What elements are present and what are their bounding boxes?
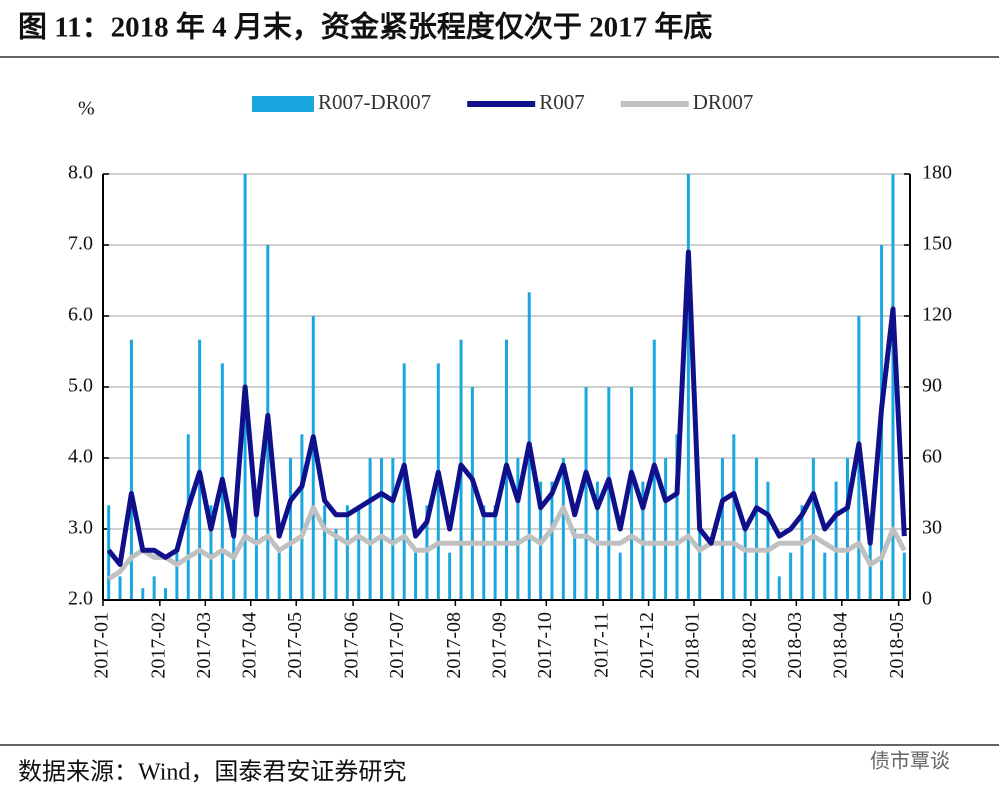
bar [755,458,759,600]
x-tick-label: 2017-06 [341,612,363,679]
x-tick-label: 2017-04 [238,612,260,679]
bar [289,458,293,600]
bar [209,505,213,600]
x-tick-label: 2017-11 [591,612,613,678]
bar [300,434,304,600]
y2-tick-label: 60 [922,446,942,468]
y-tick-label: 7.0 [68,233,93,255]
x-tick-label: 2017-02 [147,612,169,679]
line [106,249,907,567]
y-tick-label: 5.0 [68,375,93,397]
bar [789,552,793,600]
bar [811,458,815,600]
bar [823,552,827,600]
y2-tick-label: 180 [922,162,952,184]
bar [129,339,133,600]
bar [277,552,281,600]
legend-label: R007 [539,90,585,114]
bar [152,576,156,600]
y-unit: % [78,98,95,120]
x-tick-label: 2018-03 [784,612,806,679]
bar [732,434,736,600]
bar [391,458,395,600]
y2-tick-label: 150 [922,233,952,255]
bar [334,529,338,600]
bar [561,458,565,600]
bar [470,387,474,600]
x-tick-label: 2017-08 [443,612,465,679]
x-tick-label: 2017-10 [534,612,556,679]
y2-tick-label: 0 [922,588,932,610]
bar [175,552,179,600]
bar [766,481,770,600]
x-tick-label: 2018-04 [829,612,851,679]
y2-tick-label: 30 [922,517,942,539]
bar [664,458,668,600]
watermark: 债市覃谈 [870,749,950,773]
bar [607,387,611,600]
bar [118,576,122,600]
bar [902,552,906,600]
bar [482,505,486,600]
bar [573,529,577,600]
x-tick-label: 2018-02 [738,612,760,679]
bar [686,174,690,600]
x-tick-label: 2017-12 [636,612,658,679]
y-tick-label: 2.0 [68,588,93,610]
x-tick-label: 2017-09 [488,612,510,679]
bar [777,576,781,600]
bar [675,434,679,600]
bar [516,458,520,600]
bar [141,588,145,600]
x-tick-label: 2017-03 [193,612,215,679]
bar [720,458,724,600]
bar [254,505,258,600]
bar [323,505,327,600]
bar [584,387,588,600]
bar [232,529,236,600]
chart-title: 图 11：2018 年 4 月末，资金紧张程度仅次于 2017 年底 [18,10,712,44]
bar [448,552,452,600]
bar [698,529,702,600]
legend-swatch [252,96,314,112]
bar [743,529,747,600]
bar [845,458,849,600]
bar [550,481,554,600]
bar [357,505,361,600]
bar [891,174,895,600]
x-tick-label: 2018-01 [682,612,704,679]
bar [800,505,804,600]
legend-label: R007-DR007 [318,90,431,114]
bar [414,552,418,600]
bar [368,458,372,600]
bar [379,458,383,600]
x-tick-label: 2017-07 [386,612,408,679]
bar [618,552,622,600]
source: 数据来源：Wind，国泰君安证券研究 [18,759,406,786]
bar [402,363,406,600]
bar [630,387,634,600]
legend-label: DR007 [693,90,754,114]
bar [493,505,497,600]
y-tick-label: 4.0 [68,446,93,468]
bar [834,481,838,600]
y-tick-label: 3.0 [68,517,93,539]
y2-tick-label: 90 [922,375,942,397]
y2-tick-label: 120 [922,304,952,326]
x-tick-label: 2018-05 [886,612,908,679]
y-tick-label: 8.0 [68,162,93,184]
x-tick-label: 2017-01 [91,612,113,679]
x-tick-label: 2017-05 [284,612,306,679]
bar [164,588,168,600]
y-tick-label: 6.0 [68,304,93,326]
line [107,505,907,581]
bar [345,505,349,600]
bar [311,316,315,600]
